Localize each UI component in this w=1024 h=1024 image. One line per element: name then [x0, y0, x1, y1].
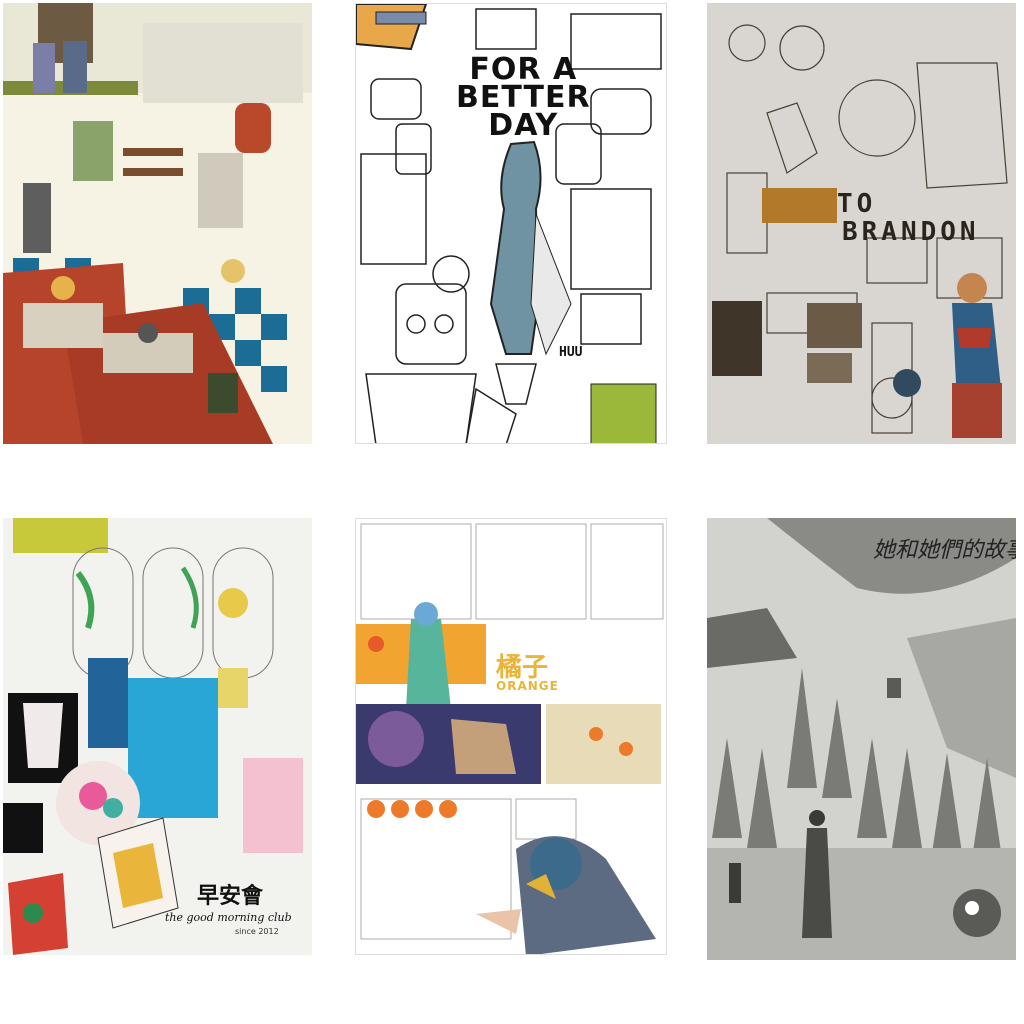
- orange-title-cn: 橘子: [496, 653, 549, 683]
- robot-sketch-art: [356, 4, 662, 443]
- orange-storyboard-art: [356, 523, 664, 954]
- poster-her-story[interactable]: 她和她們的故事: [707, 518, 1016, 960]
- orange-title-en: ORANGE: [496, 679, 559, 693]
- collage-art: [3, 518, 303, 955]
- poster-for-a-better-day[interactable]: FOR A BETTER DAY HUU: [355, 3, 667, 444]
- cafe-illustration-art: [3, 3, 312, 444]
- club-title-en: the good morning club: [165, 911, 292, 924]
- title-line-2: BETTER: [456, 80, 591, 115]
- poster-to-brandon[interactable]: TO BRANDON: [707, 3, 1016, 444]
- her-story-title-cn: 她和她們的故事: [873, 538, 1016, 563]
- poster-title-for-a-better-day: FOR A BETTER DAY: [456, 55, 591, 143]
- poster-signature-huu: HUU: [559, 345, 583, 360]
- title-line-1: FOR A: [469, 52, 578, 87]
- poster-good-morning-club[interactable]: 早安會 the good morning club since 2012: [3, 518, 312, 955]
- club-title-cn: 早安會: [197, 884, 264, 909]
- pencil-forest-art: [707, 518, 1016, 960]
- title-brandon: BRANDON: [842, 217, 980, 247]
- title-line-3: DAY: [488, 108, 559, 143]
- brandon-sketchbook-art: [712, 24, 1008, 438]
- poster-orange[interactable]: 橘子 ORANGE: [355, 518, 667, 955]
- title-to: TO: [837, 189, 877, 219]
- poster-cafe-illustration[interactable]: [3, 3, 312, 444]
- club-year: since 2012: [235, 927, 279, 936]
